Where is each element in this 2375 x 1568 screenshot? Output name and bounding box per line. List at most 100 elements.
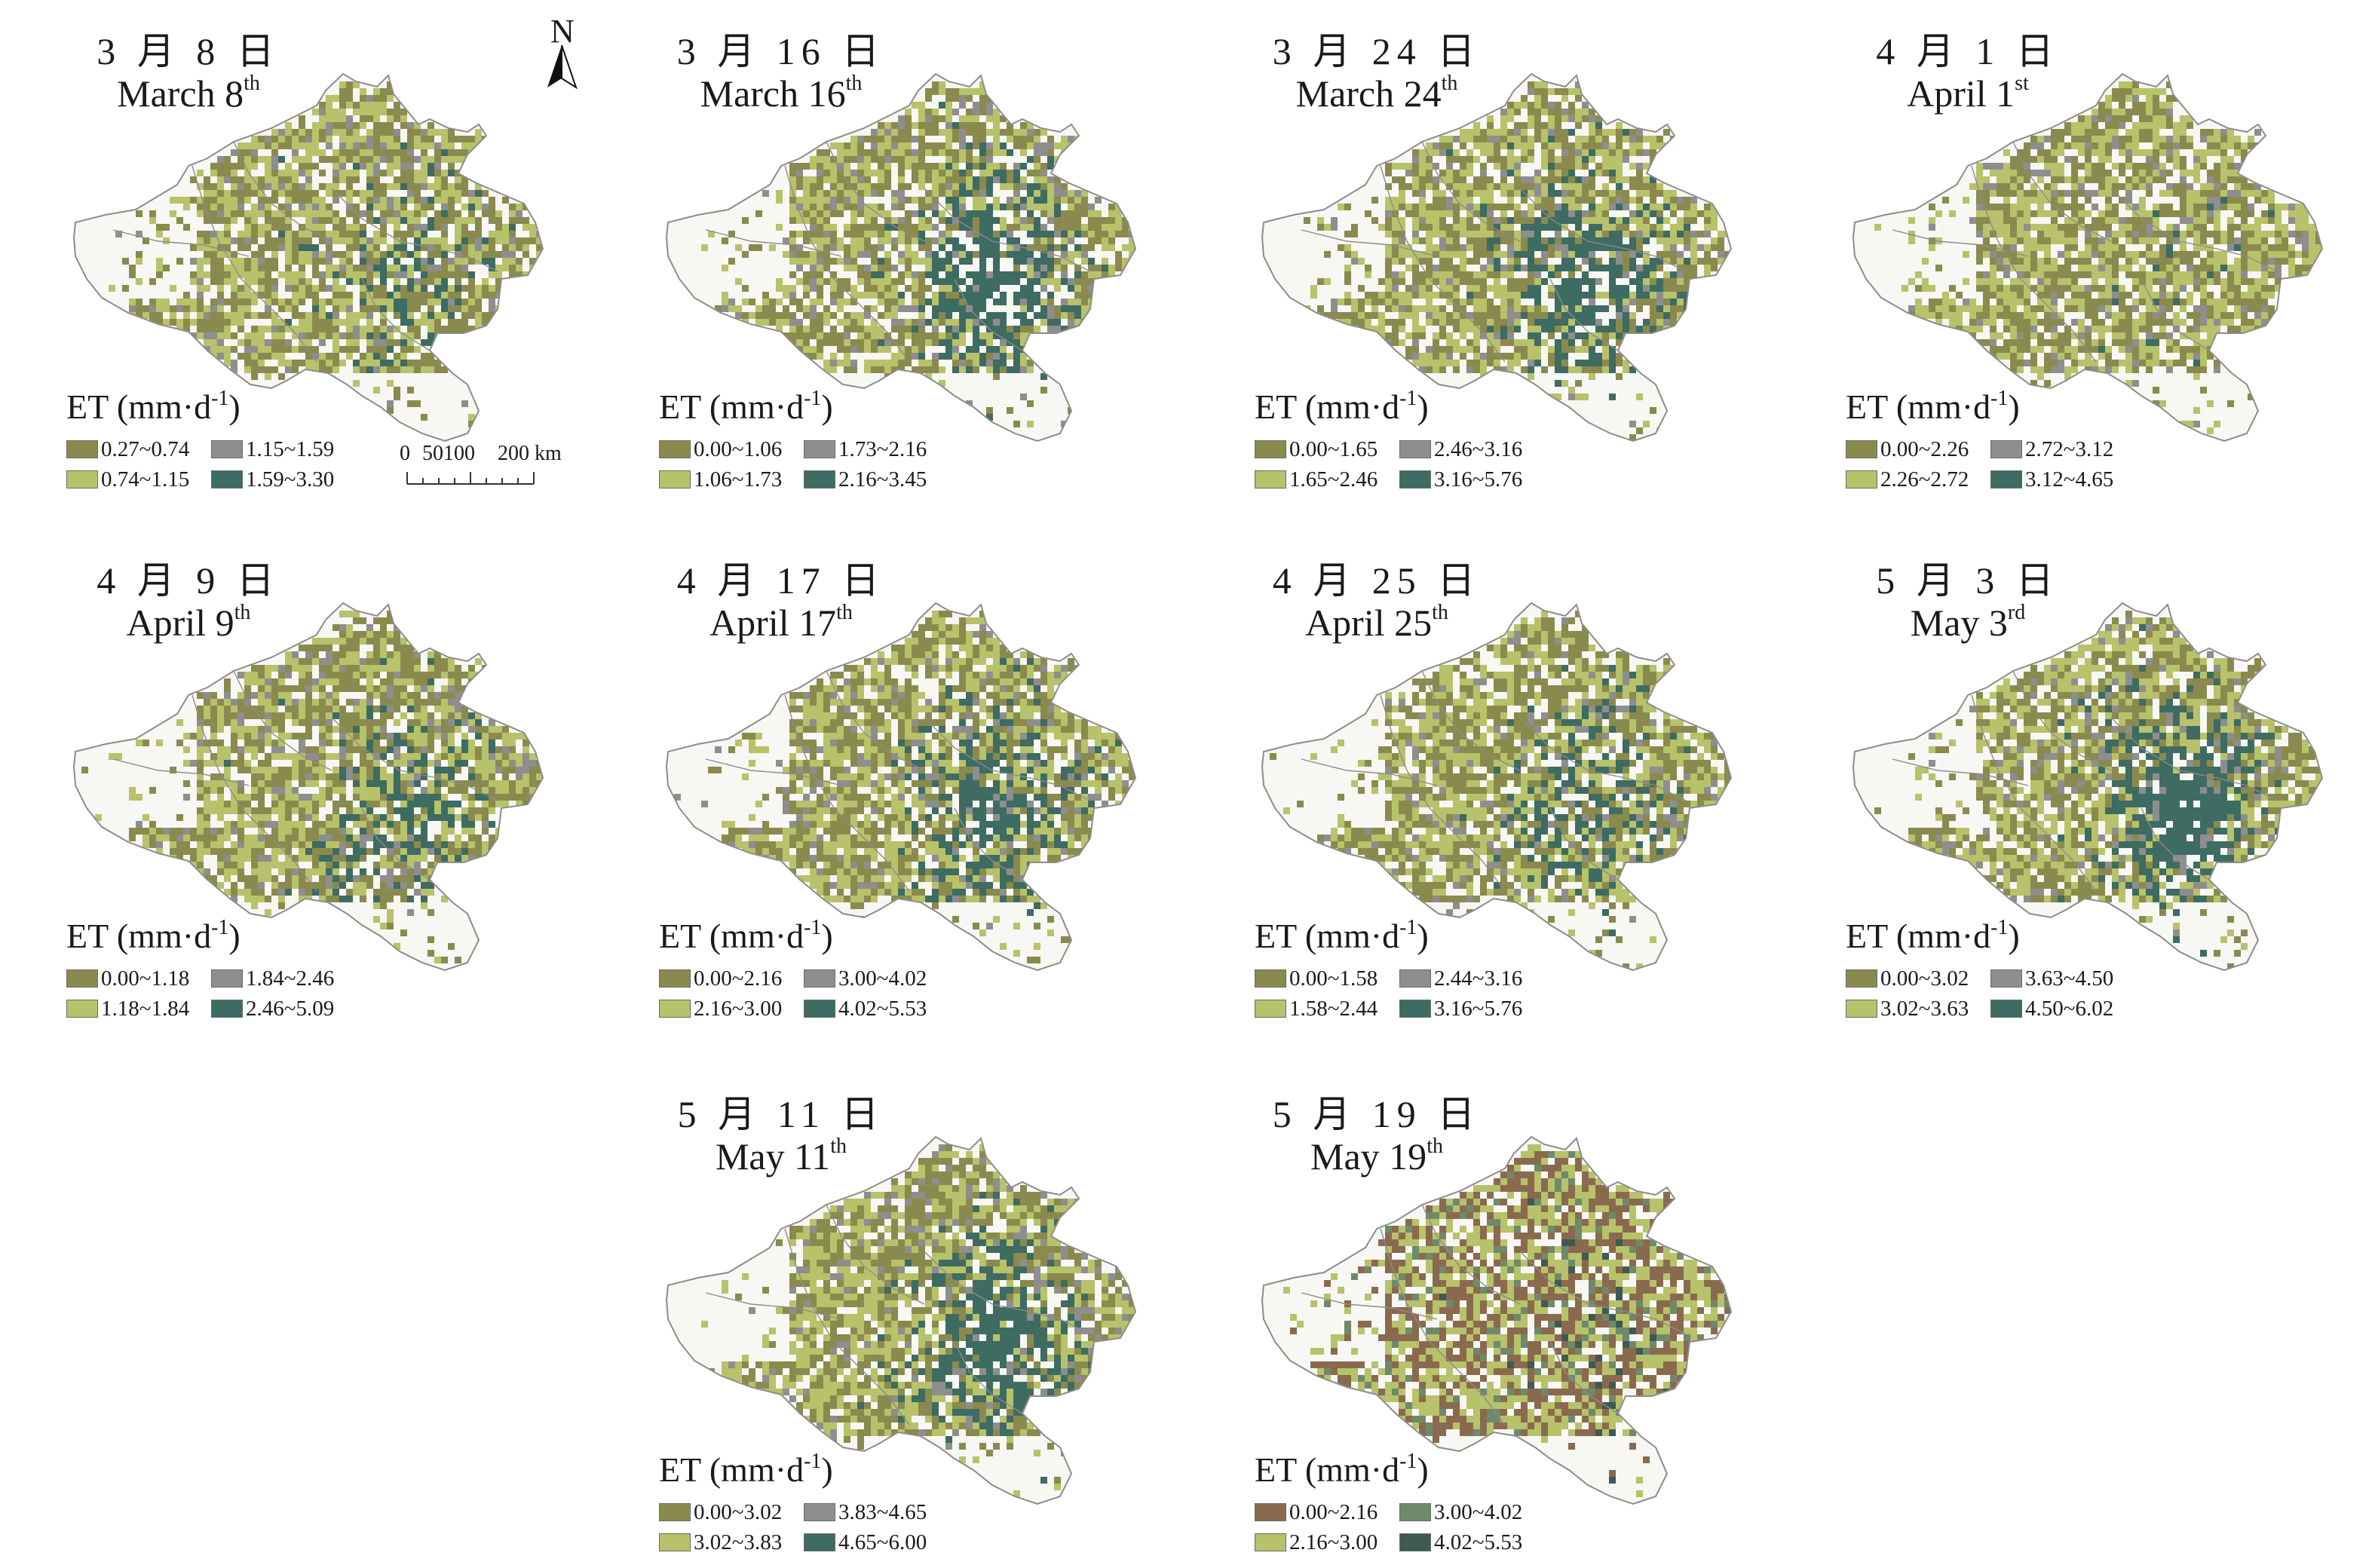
legend-label: 1.06~1.73 bbox=[694, 468, 782, 491]
map-title-cn: 5 月 19 日 bbox=[1241, 1093, 1512, 1135]
legend-swatch bbox=[1846, 470, 1877, 488]
map-title-cn: 5 月 11 日 bbox=[645, 1093, 917, 1135]
map-title-en-text: April 1 bbox=[1907, 72, 2015, 115]
legend-label: 1.15~1.59 bbox=[246, 438, 334, 461]
legend-swatch bbox=[211, 1000, 243, 1018]
legend-label: 0.00~2.16 bbox=[694, 967, 782, 990]
legend-title-sup: -1 bbox=[1399, 1450, 1417, 1473]
map-title-cn: 4 月 25 日 bbox=[1241, 559, 1512, 602]
legend-title-close: ) bbox=[1417, 387, 1428, 426]
legend-label: 0.00~3.02 bbox=[1880, 967, 1969, 990]
legend-swatch bbox=[66, 440, 98, 458]
map-title-cn: 4 月 17 日 bbox=[645, 559, 917, 602]
legend-title-text: ET (mm·d bbox=[1255, 1450, 1399, 1489]
legend-title-sup: -1 bbox=[804, 1450, 821, 1473]
legend-label: 3.16~5.76 bbox=[1434, 997, 1522, 1020]
map-title-en-text: March 16 bbox=[700, 72, 846, 115]
legend-title-sup: -1 bbox=[211, 387, 228, 410]
legend-label: 1.84~2.46 bbox=[246, 967, 334, 990]
legend-swatch bbox=[659, 440, 691, 458]
map-title-en: May 11th bbox=[645, 1135, 917, 1178]
map-title-en-text: April 25 bbox=[1305, 602, 1432, 644]
map-title-en-text: April 17 bbox=[709, 602, 836, 644]
map-title-en-sup: st bbox=[2015, 72, 2029, 95]
legend-title-sup: -1 bbox=[804, 387, 821, 410]
legend-label: 3.02~3.83 bbox=[694, 1531, 782, 1554]
legend-title-close: ) bbox=[2008, 387, 2019, 426]
legend-label: 2.46~5.09 bbox=[246, 997, 334, 1020]
legend-swatch bbox=[1399, 1000, 1431, 1018]
map-title-en-sup: th bbox=[1442, 72, 1458, 95]
legend-title-text: ET (mm·d bbox=[1255, 387, 1399, 426]
map-title-en: May 3rd bbox=[1832, 602, 2104, 644]
legend-swatch bbox=[1255, 440, 1286, 458]
legend-title-close: ) bbox=[821, 917, 832, 955]
legend-title: ET (mm·d-1) bbox=[1846, 917, 2020, 955]
legend-swatch bbox=[1399, 1503, 1431, 1521]
legend-title-sup: -1 bbox=[1990, 387, 2008, 410]
legend-label: 3.63~4.50 bbox=[2025, 967, 2113, 990]
map-title-cn: 3 月 8 日 bbox=[53, 30, 324, 72]
map-title-en-text: May 19 bbox=[1310, 1135, 1427, 1178]
legend-label: 0.00~3.02 bbox=[694, 1501, 782, 1524]
legend-title: ET (mm·d-1) bbox=[659, 388, 833, 426]
legend-title: ET (mm·d-1) bbox=[1846, 388, 2020, 426]
legend-swatch bbox=[1255, 969, 1286, 988]
legend-title: ET (mm·d-1) bbox=[659, 1451, 833, 1489]
scale-label: 0 bbox=[400, 442, 410, 466]
legend-label: 2.46~3.16 bbox=[1434, 438, 1522, 461]
legend-label: 3.00~4.02 bbox=[1434, 1501, 1522, 1524]
legend-title-close: ) bbox=[228, 387, 240, 426]
legend-label: 3.12~4.65 bbox=[2025, 468, 2113, 491]
map-title-en-sup: th bbox=[836, 601, 853, 624]
legend-title: ET (mm·d-1) bbox=[66, 917, 241, 955]
legend-label: 1.58~2.44 bbox=[1289, 997, 1378, 1020]
legend-swatch bbox=[1255, 1503, 1286, 1521]
legend-label: 0.74~1.15 bbox=[101, 468, 189, 491]
legend-swatch bbox=[1399, 440, 1431, 458]
legend-label: 4.50~6.02 bbox=[2025, 997, 2113, 1020]
legend-swatch bbox=[1990, 470, 2022, 488]
map-title-en: March 16th bbox=[645, 72, 917, 115]
legend-title-sup: -1 bbox=[211, 916, 228, 939]
scale-label: 200 km bbox=[498, 442, 562, 466]
legend-label: 1.73~2.16 bbox=[838, 438, 927, 461]
legend-swatch bbox=[804, 470, 835, 488]
map-title-en: April 1st bbox=[1832, 72, 2104, 115]
legend-label: 3.83~4.65 bbox=[838, 1501, 927, 1524]
legend-label: 4.65~6.00 bbox=[838, 1531, 927, 1554]
legend-label: 0.00~2.16 bbox=[1289, 1501, 1378, 1524]
map-title-cn: 5 月 3 日 bbox=[1832, 559, 2104, 602]
map-title-en-text: March 24 bbox=[1296, 72, 1442, 115]
map-title-cn: 3 月 24 日 bbox=[1241, 30, 1512, 72]
legend-title-sup: -1 bbox=[1990, 916, 2008, 939]
map-title-en-sup: th bbox=[1432, 601, 1448, 624]
legend-label: 3.00~4.02 bbox=[838, 967, 927, 990]
map-title-en-sup: rd bbox=[2008, 601, 2025, 624]
map-title-en-text: April 9 bbox=[127, 602, 234, 644]
legend-title: ET (mm·d-1) bbox=[66, 388, 241, 426]
legend-title: ET (mm·d-1) bbox=[1255, 1451, 1429, 1489]
legend-label: 1.18~1.84 bbox=[101, 997, 189, 1020]
legend-swatch bbox=[211, 969, 243, 988]
legend-label: 2.16~3.45 bbox=[838, 468, 927, 491]
legend-title-close: ) bbox=[821, 387, 832, 426]
legend-label: 2.26~2.72 bbox=[1880, 468, 1969, 491]
legend-label: 0.00~1.06 bbox=[694, 438, 782, 461]
legend-swatch bbox=[211, 440, 243, 458]
legend-label: 0.00~1.58 bbox=[1289, 967, 1378, 990]
legend-title: ET (mm·d-1) bbox=[1255, 388, 1429, 426]
legend-title-close: ) bbox=[1417, 917, 1428, 955]
legend-title-close: ) bbox=[228, 917, 240, 955]
